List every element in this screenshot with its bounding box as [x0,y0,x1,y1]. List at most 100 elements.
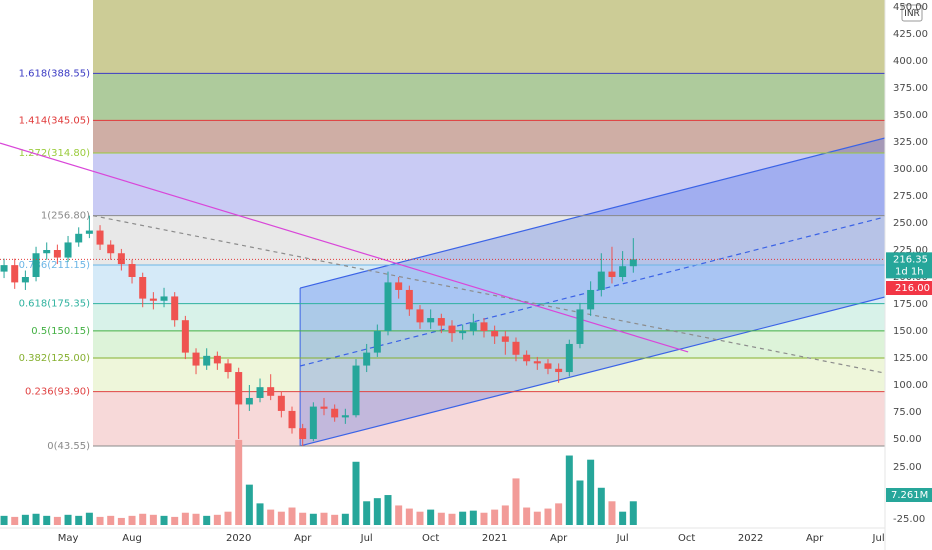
candle-body [523,354,531,362]
time-axis-bg [0,528,885,550]
volume-bar [224,511,232,525]
volume-box [886,488,932,502]
y-tick-label: 275.00 [893,191,928,202]
fib-label: 0(43.55) [47,441,90,452]
fib-label: 1(256.80) [41,211,90,222]
volume-bar [203,515,211,525]
fib-zone [93,215,885,265]
candle-body [75,233,83,243]
fib-label: 0.236(93.90) [25,387,90,398]
volume-bar [11,516,19,525]
volume-bar [587,459,595,525]
y-tick-label: 425.00 [893,29,928,40]
volume-bar [416,511,424,525]
volume-bar [405,508,413,525]
y-tick-label: 125.00 [893,353,928,364]
volume-bar [480,512,488,525]
y-tick-label: 450.00 [893,2,928,13]
fib-label: 1.414(345.05) [19,115,91,126]
volume-bar [619,511,627,525]
currency-box[interactable] [901,4,923,22]
volume-last-label: 7.261M [891,490,928,501]
candle-body [277,395,285,411]
candle-body [629,259,637,267]
volume-bar [352,461,360,525]
volume-bar [149,514,157,525]
candle-body [309,406,317,440]
volume-bar [288,507,296,525]
volume-bar [544,508,552,525]
alert-box [886,281,932,295]
candle-body [96,230,104,245]
volume-bar [373,498,381,525]
channel-lower [299,296,885,447]
volume-bar [128,515,136,525]
candle-body [395,282,403,290]
volume-bar [192,513,200,525]
volume-bar [469,510,477,525]
last-price-label: 216.35 [893,254,928,265]
volume-bar [597,487,605,525]
candle-body [597,271,605,290]
volume-bar [512,478,520,525]
volume-bar [21,514,29,525]
volume-bar [565,455,573,525]
volume-bar [555,503,563,525]
candle-body [331,408,339,418]
candle-body [608,271,616,278]
volume-bar [523,507,531,525]
candle-body [224,363,232,373]
candle-body [448,325,456,334]
candle-body [85,230,93,234]
candle-body [587,289,595,310]
candle-body [117,253,125,265]
volume-bar [160,515,168,525]
volume-bar [75,515,83,525]
y-tick-label: 375.00 [893,83,928,94]
candle-body [149,298,157,301]
candle-body [352,365,360,416]
volume-bar [501,505,509,525]
volume-bar [427,509,435,525]
candle-body [416,309,424,323]
volume-bar [267,509,275,525]
candle-body [480,322,488,332]
candle-body [405,289,413,310]
x-tick-label: May [58,533,79,544]
volume-bar [331,514,339,525]
x-tick-label: 2022 [738,533,763,544]
volume-bar [277,511,285,525]
volume-tick-label: -25.00 [893,514,925,525]
candle-body [320,406,328,409]
volume-bar [181,512,189,525]
x-tick-label: Oct [678,533,695,544]
candle-body [245,397,253,405]
y-tick-label: 100.00 [893,380,928,391]
volume-bar [107,515,115,525]
candle-body [181,320,189,353]
x-tick-label: Apr [550,533,568,544]
candle-body [107,244,115,254]
fib-zone [93,391,885,446]
last-price-box [886,252,932,279]
fib-zone [93,264,885,304]
candle-body [128,264,136,278]
volume-bar [0,515,8,525]
candle-body [363,352,371,366]
volume-bar [245,484,253,525]
volume-bar [576,480,584,525]
volume-bar [96,516,104,525]
volume-bar [64,514,72,525]
fib-label: 0.618(175.35) [19,299,91,310]
dashed-trend-line [92,215,885,374]
fib-zone [93,330,885,359]
volume-bar [491,509,499,525]
candle-body [21,277,29,283]
candle-body [555,368,563,373]
candle-body [203,355,211,366]
volume-bar [256,503,264,525]
fib-label: 0.786(211.15) [19,260,91,271]
fib-zone [93,0,885,74]
